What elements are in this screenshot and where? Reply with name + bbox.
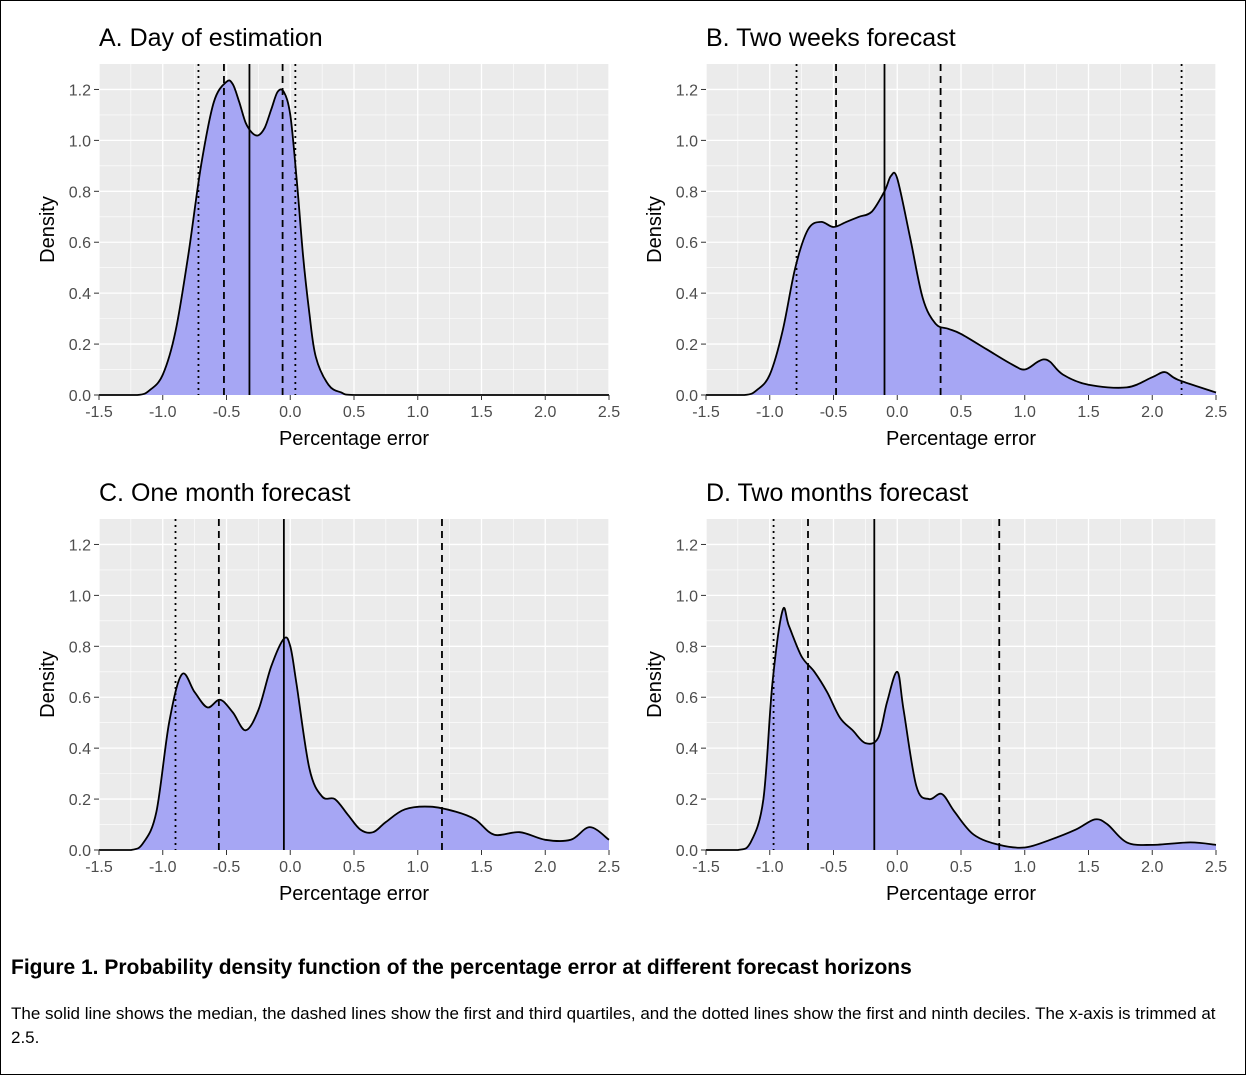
- x-axis-label: Percentage error: [279, 883, 429, 905]
- x-tick-label: 1.0: [407, 404, 429, 421]
- panel-title: B. Two weeks forecast: [706, 24, 956, 52]
- panel-c: -1.5 -1.0 -0.5 0.0 0.5 1.0 1.5 2.0 2.5 0.0 0.2 0.4 0…: [37, 479, 620, 905]
- y-tick-label: 1.2: [69, 537, 91, 554]
- x-tick-label: 1.5: [1077, 404, 1099, 421]
- y-tick-label: 0.8: [676, 639, 698, 656]
- y-tick-label: 0.4: [676, 286, 698, 303]
- panel-a: -1.5 -1.0 -0.5 0.0 0.5 1.0 1.5 2.0 2.5 0.0 0.2 0.4 0…: [37, 24, 620, 450]
- y-tick-label: 1.2: [676, 82, 698, 99]
- y-tick-label: 1.0: [69, 133, 91, 150]
- y-tick-label: 0.6: [69, 690, 91, 707]
- y-tick-label: 1.0: [676, 133, 698, 150]
- panel-title: A. Day of estimation: [99, 24, 323, 52]
- x-tick-label: -1.5: [692, 404, 720, 421]
- y-tick-label: 1.0: [676, 588, 698, 605]
- y-tick-label: 0.2: [69, 792, 91, 809]
- x-tick-label: 1.0: [407, 859, 429, 876]
- x-tick-label: 0.5: [950, 404, 972, 421]
- x-tick-label: 2.0: [534, 404, 556, 421]
- y-tick-label: 0.0: [676, 388, 698, 405]
- x-tick-label: 0.5: [950, 859, 972, 876]
- density-area: [99, 80, 609, 395]
- x-tick-label: -1.0: [756, 404, 784, 421]
- x-tick-label: 1.5: [470, 404, 492, 421]
- x-tick-label: 0.0: [886, 859, 908, 876]
- density-area: [706, 172, 1216, 395]
- x-tick-label: 0.5: [343, 404, 365, 421]
- y-axis-label: Density: [644, 196, 666, 263]
- y-tick-label: 0.4: [69, 286, 91, 303]
- density-line: [99, 79, 609, 396]
- panel-b: -1.5 -1.0 -0.5 0.0 0.5 1.0 1.5 2.0 2.5 0.0 0.2 0.4 0…: [644, 24, 1227, 450]
- y-tick-label: 0.6: [69, 235, 91, 252]
- chart-grid: -1.5 -1.0 -0.5 0.0 0.5 1.0 1.5 2.0 2.5 0.0 0.2 0.4 0…: [37, 24, 1227, 905]
- y-tick-label: 0.8: [676, 184, 698, 201]
- y-tick-label: 1.2: [69, 82, 91, 99]
- x-axis-label: Percentage error: [886, 428, 1036, 450]
- y-tick-label: 0.2: [676, 792, 698, 809]
- y-axis-label: Density: [37, 196, 59, 263]
- density-area: [99, 637, 609, 850]
- x-tick-label: -1.0: [149, 859, 177, 876]
- y-tick-label: 1.2: [676, 537, 698, 554]
- panel-title: C. One month forecast: [99, 479, 351, 507]
- x-tick-label: -0.5: [820, 859, 848, 876]
- x-tick-label: 1.0: [1014, 859, 1036, 876]
- x-tick-label: -0.5: [213, 859, 241, 876]
- density-line: [706, 171, 1217, 396]
- x-tick-label: -0.5: [213, 404, 241, 421]
- y-tick-label: 0.0: [69, 843, 91, 860]
- y-tick-label: 1.0: [69, 588, 91, 605]
- y-tick-label: 0.6: [676, 690, 698, 707]
- y-tick-label: 0.0: [69, 388, 91, 405]
- y-tick-label: 0.6: [676, 235, 698, 252]
- x-tick-label: -1.0: [756, 859, 784, 876]
- x-tick-label: -1.5: [692, 859, 720, 876]
- y-axis-label: Density: [37, 651, 59, 718]
- x-tick-label: 1.5: [470, 859, 492, 876]
- x-tick-label: -1.5: [85, 404, 113, 421]
- x-tick-label: 2.5: [1205, 404, 1227, 421]
- panel-title: D. Two months forecast: [706, 479, 968, 507]
- x-tick-label: 0.0: [886, 404, 908, 421]
- y-tick-label: 0.2: [69, 337, 91, 354]
- y-tick-label: 0.8: [69, 639, 91, 656]
- figure-caption-title: Figure 1. Probability density function o…: [11, 956, 912, 979]
- x-tick-label: 2.0: [1141, 404, 1163, 421]
- density-line: [98, 636, 610, 851]
- density-line: [705, 606, 1217, 851]
- y-axis-label: Density: [644, 651, 666, 718]
- x-tick-label: -1.5: [85, 859, 113, 876]
- x-tick-label: 1.0: [1014, 404, 1036, 421]
- x-axis-label: Percentage error: [886, 883, 1036, 905]
- y-tick-label: 0.4: [676, 741, 698, 758]
- panel-d: -1.5 -1.0 -0.5 0.0 0.5 1.0 1.5 2.0 2.5 0.0 0.2 0.4 0…: [644, 479, 1227, 905]
- figure-caption-note: The solid line shows the median, the das…: [11, 1004, 1216, 1047]
- x-tick-label: -0.5: [820, 404, 848, 421]
- y-tick-label: 0.4: [69, 741, 91, 758]
- x-tick-label: 2.0: [534, 859, 556, 876]
- x-axis-label: Percentage error: [279, 428, 429, 450]
- x-tick-label: 2.5: [598, 859, 620, 876]
- x-tick-label: 0.0: [279, 859, 301, 876]
- x-tick-label: 2.5: [1205, 859, 1227, 876]
- x-tick-label: 2.5: [598, 404, 620, 421]
- x-tick-label: 2.0: [1141, 859, 1163, 876]
- x-tick-label: 0.0: [279, 404, 301, 421]
- y-tick-label: 0.2: [676, 337, 698, 354]
- x-tick-label: 1.5: [1077, 859, 1099, 876]
- density-area: [706, 607, 1216, 850]
- x-tick-label: -1.0: [149, 404, 177, 421]
- y-tick-label: 0.0: [676, 843, 698, 860]
- x-tick-label: 0.5: [343, 859, 365, 876]
- y-tick-label: 0.8: [69, 184, 91, 201]
